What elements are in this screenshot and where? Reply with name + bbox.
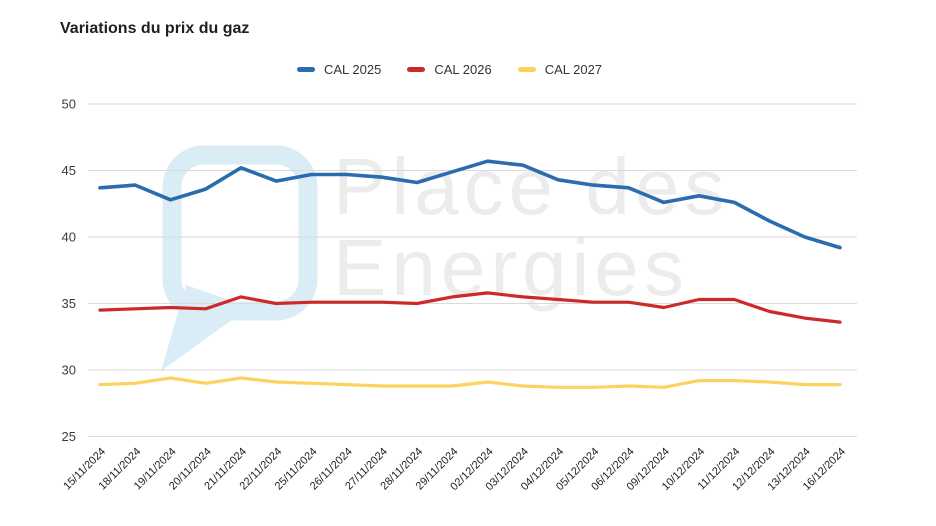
y-axis-label-50: 50 <box>62 97 76 112</box>
legend-label-cal-2027: CAL 2027 <box>544 62 603 77</box>
legend-item-cal-2025: CAL 2025 <box>297 62 381 77</box>
legend-item-cal-2026: CAL 2026 <box>407 62 492 77</box>
chart-title: Variations du prix du gaz <box>60 20 250 37</box>
legend-label-cal-2026: CAL 2026 <box>434 62 492 77</box>
y-axis-label-40: 40 <box>62 230 76 245</box>
series-line-cal-2025 <box>98 159 842 250</box>
y-axis-label-30: 30 <box>62 363 76 378</box>
chart-legend: CAL 2025 CAL 2026 CAL 2027 <box>297 62 602 77</box>
legend-item-cal-2027: CAL 2027 <box>517 62 603 77</box>
y-axis-label-25: 25 <box>62 429 76 444</box>
legend-label-cal-2025: CAL 2025 <box>324 62 382 77</box>
legend-swatch-cal-2025-icon <box>297 67 315 72</box>
legend-swatch-cal-2026-icon <box>407 67 426 72</box>
series-line-cal-2026 <box>98 291 842 324</box>
series-line-cal-2027 <box>98 376 842 389</box>
legend-swatch-cal-2027-icon <box>517 67 536 72</box>
y-axis-label-35: 35 <box>62 296 76 311</box>
y-axis-label-45: 45 <box>62 163 76 178</box>
